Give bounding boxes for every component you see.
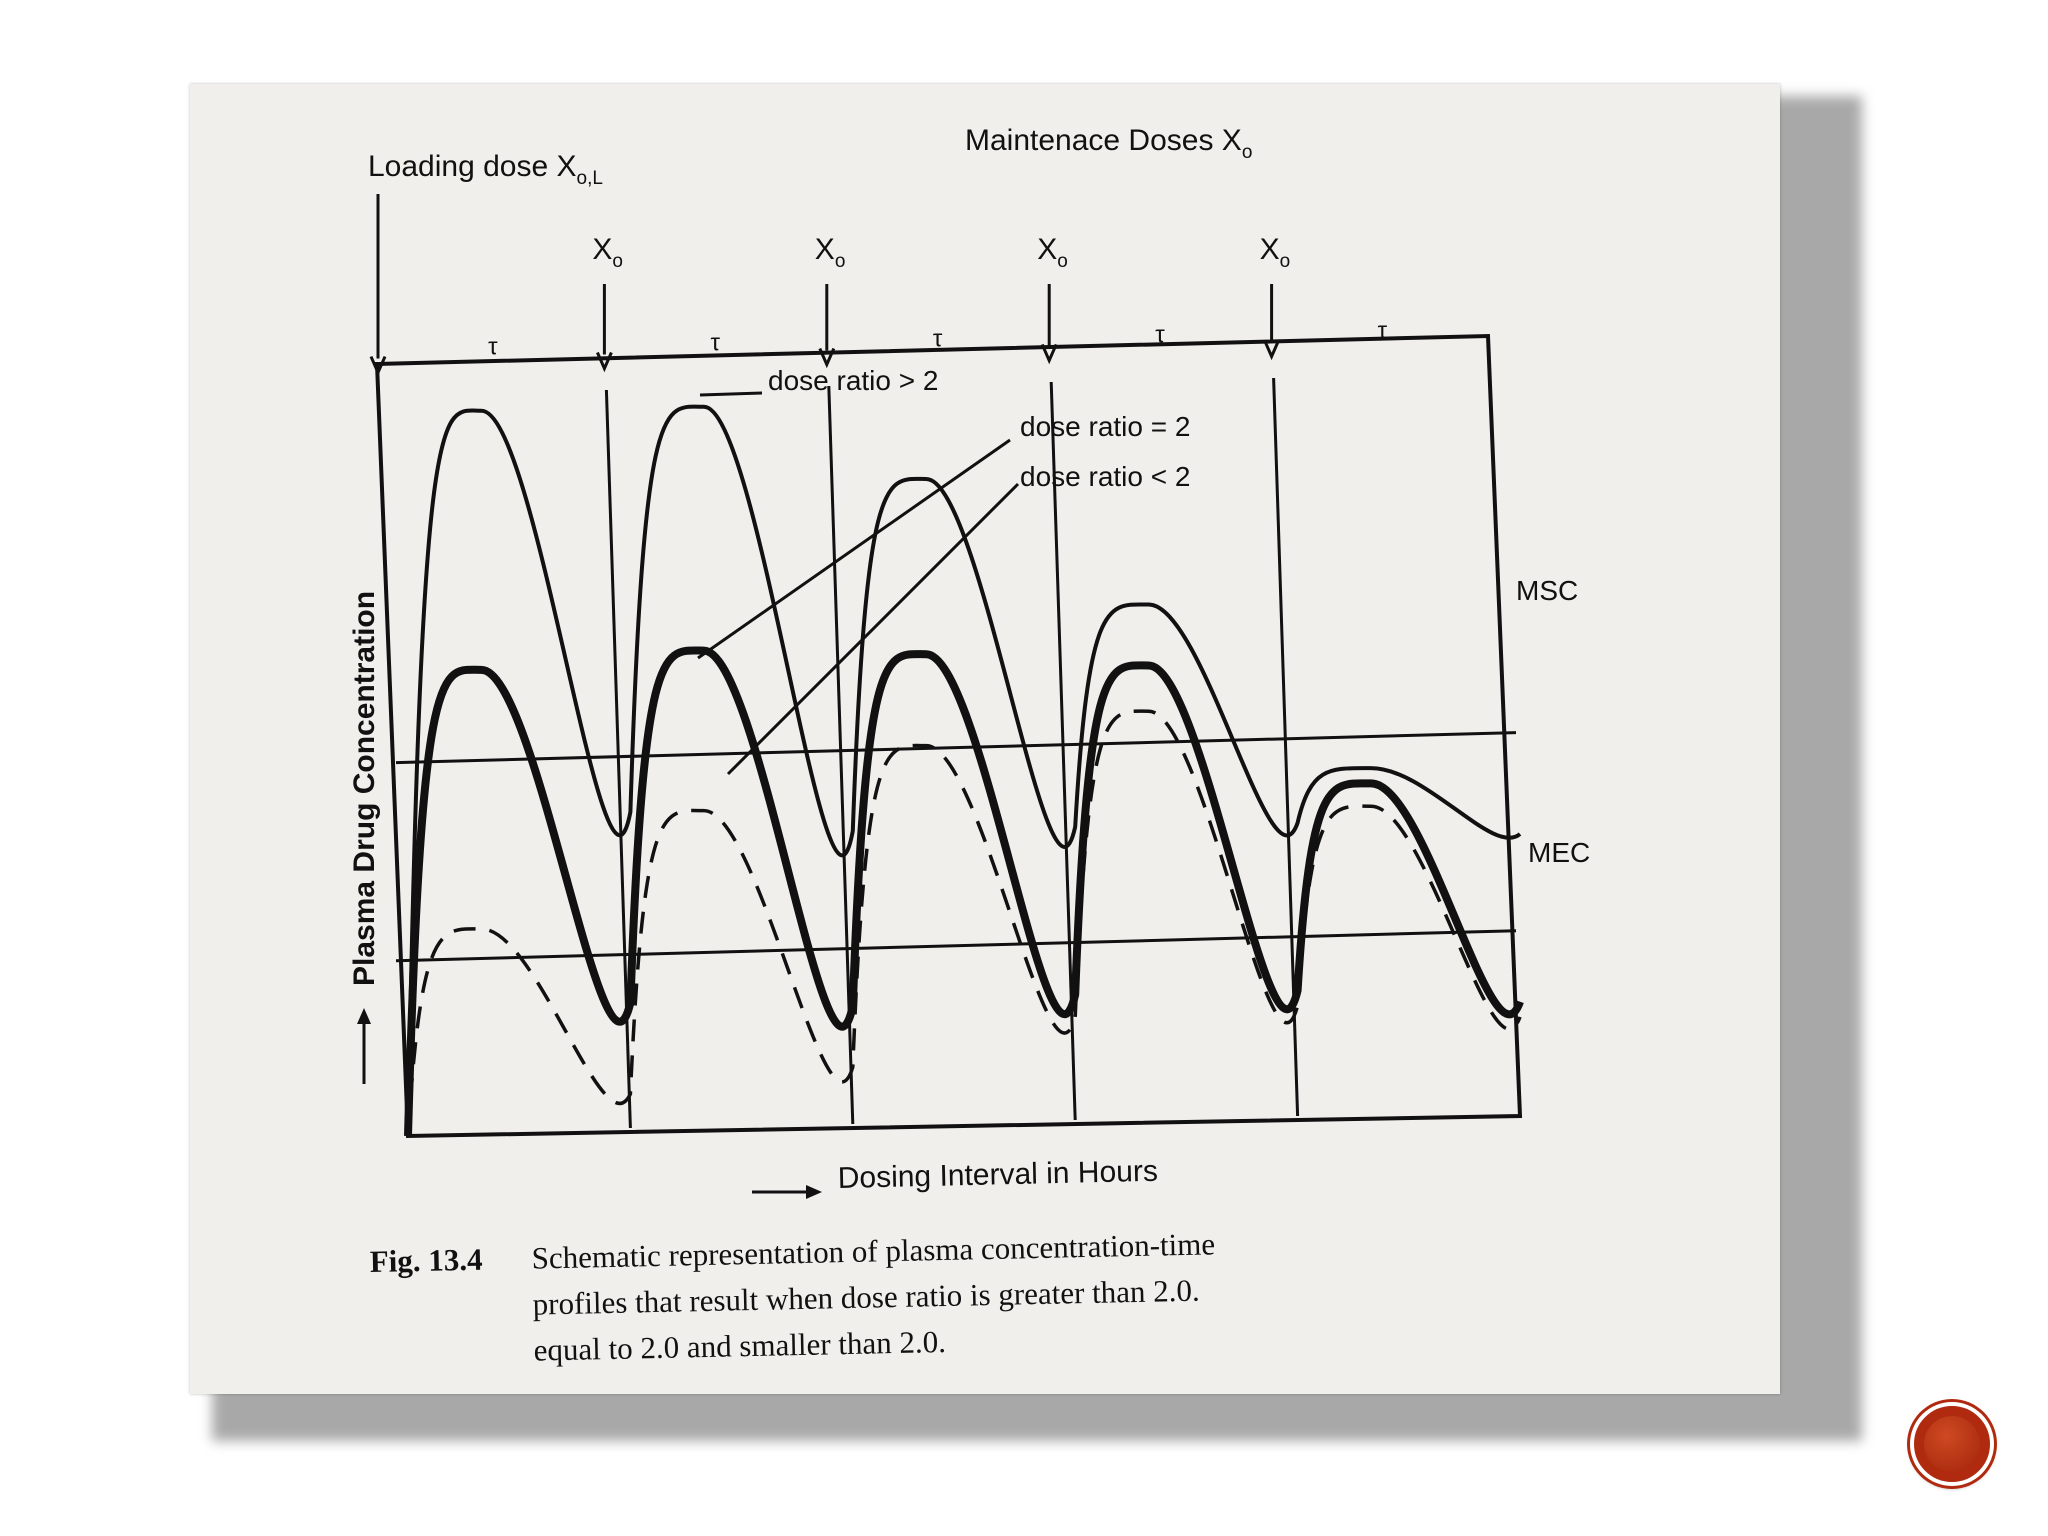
- level-lines: [395, 731, 1517, 963]
- label-dose-ratio-gt2: dose ratio > 2: [768, 365, 938, 396]
- dose-marker-label-1: Xo: [592, 233, 623, 272]
- caption-line-3: equal to 2.0 and smaller than 2.0.: [533, 1324, 946, 1368]
- maintenance-doses-label: Maintenace Doses Xo: [965, 124, 1252, 163]
- tau-label-0: τ: [488, 334, 498, 361]
- tau-label-1: τ: [710, 330, 720, 357]
- plot-frame: [374, 333, 1523, 1139]
- dose-marker-label-4: Xo: [1260, 233, 1291, 272]
- leader-ratio-gt2: [699, 391, 763, 397]
- y-axis-label-group: Plasma Drug Concentration: [348, 591, 381, 1084]
- chart-svg: Xo Xo Xo Xo τ τ τ τ τ Loading dose Xo,L Mainten…: [348, 124, 1590, 1368]
- curve-series-1: [404, 646, 1524, 1137]
- tau-label-2: τ: [933, 326, 943, 353]
- dose-arrow-head-0: [369, 355, 387, 377]
- y-axis-label: Plasma Drug Concentration: [348, 591, 381, 986]
- next-slide-button[interactable]: [1910, 1402, 1994, 1486]
- interval-divider-2: [827, 385, 855, 1125]
- dose-marker-label-2: Xo: [815, 233, 846, 272]
- scanned-figure: Xo Xo Xo Xo τ τ τ τ τ Loading dose Xo,L Mainten…: [190, 84, 1780, 1394]
- curve-series-0: [406, 404, 1522, 1137]
- concentration-curves: [404, 404, 1524, 1137]
- dose-arrows: Xo Xo Xo Xo: [369, 194, 1291, 377]
- mec-label: MEC: [1528, 837, 1590, 868]
- caption-line-1: Schematic representation of plasma conce…: [531, 1226, 1215, 1275]
- red-circle-icon: [1924, 1416, 1980, 1472]
- label-dose-ratio-eq2: dose ratio = 2: [1020, 411, 1190, 442]
- leader-ratio-eq2: [697, 438, 1011, 660]
- dose-arrow-head-1: [596, 351, 613, 373]
- dose-marker-label-3: Xo: [1037, 233, 1068, 272]
- figure-caption: Fig. 13.4 Schematic representation of pl…: [369, 1226, 1215, 1368]
- label-dose-ratio-lt2: dose ratio < 2: [1020, 461, 1190, 492]
- dose-arrow-head-2: [818, 347, 836, 369]
- curve-series-2: [406, 709, 1522, 1137]
- dose-arrow-head-4: [1263, 339, 1280, 361]
- tau-label-3: τ: [1155, 322, 1165, 349]
- loading-dose-label: Loading dose Xo,L: [368, 150, 603, 189]
- msc-level-line: [395, 731, 1517, 765]
- x-axis-label: Dosing Interval in Hours: [837, 1155, 1158, 1195]
- mec-level-line: [395, 929, 1517, 963]
- caption-label: Fig. 13.4: [369, 1242, 483, 1279]
- leader-ratio-lt2: [726, 482, 1020, 776]
- tau-label-4: τ: [1378, 318, 1388, 345]
- msc-label: MSC: [1516, 575, 1578, 606]
- caption-line-2: profiles that result when dose ratio is …: [532, 1273, 1200, 1322]
- dose-arrow-head-3: [1040, 343, 1058, 365]
- x-axis-label-group: Dosing Interval in Hours: [752, 1155, 1158, 1199]
